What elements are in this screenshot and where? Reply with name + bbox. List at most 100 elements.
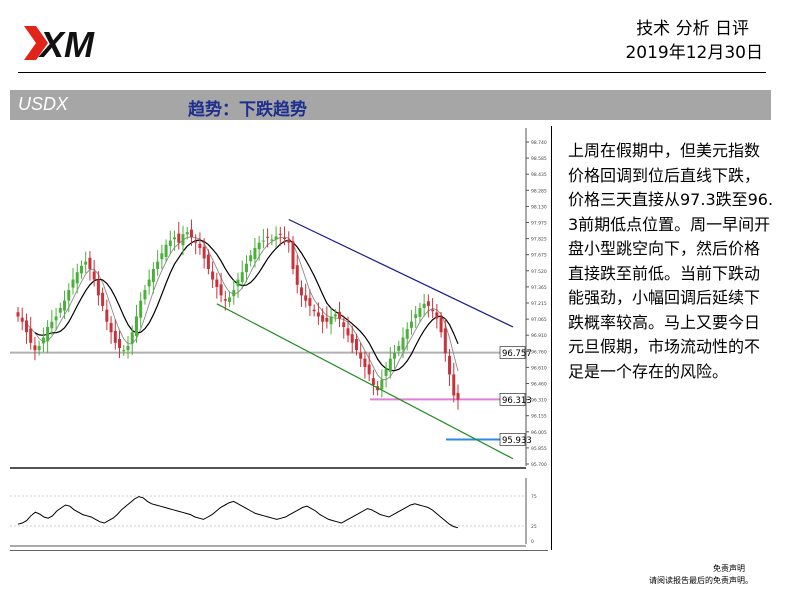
candle-body — [164, 244, 168, 258]
candle-body — [342, 322, 346, 327]
candle-body — [422, 303, 426, 309]
y-tick-label: 96.910 — [531, 333, 547, 339]
y-tick-label: 97.520 — [531, 269, 547, 275]
candle-body — [253, 247, 257, 260]
candle-body — [316, 312, 320, 317]
y-tick-label: 95.855 — [531, 446, 547, 452]
disclaimer-title: 免责声明 — [713, 564, 745, 573]
candle-body — [189, 229, 193, 238]
candle-body — [185, 232, 189, 235]
y-tick-label: 98.585 — [531, 156, 547, 162]
candle-body — [126, 345, 130, 351]
candle-body — [426, 301, 430, 306]
candle-body — [71, 279, 75, 288]
candle-body — [67, 290, 71, 301]
candle-body — [211, 271, 215, 280]
y-tick-label: 97.215 — [531, 301, 547, 307]
candle-body — [173, 237, 177, 240]
candle-body — [122, 350, 126, 352]
level-label-box — [499, 346, 526, 359]
candle-body — [113, 330, 117, 343]
disclaimer-text: 请阅读报告最后的免责声明。 — [649, 576, 753, 585]
candle-body — [118, 338, 122, 349]
symbol-banner: USDX 趋势：下跌趋势 — [10, 90, 771, 120]
candle-body — [325, 317, 329, 322]
rsi-tick-label: 0 — [531, 539, 534, 545]
candle-body — [312, 309, 316, 312]
candle-body — [84, 261, 88, 265]
candle-body — [181, 234, 185, 246]
candle-body — [274, 236, 278, 240]
candle-body — [363, 358, 367, 368]
y-tick-label: 98.130 — [531, 204, 547, 210]
trend-label: 趋势：下跌趋势 — [188, 100, 307, 120]
candle-body — [92, 271, 96, 280]
header-rule — [18, 72, 766, 73]
candle-body — [79, 265, 83, 274]
candle-body — [261, 240, 265, 242]
candle-body — [270, 239, 274, 241]
candle-body — [202, 246, 206, 259]
candle-body — [321, 315, 325, 322]
report-date: 2019年12月30日 — [625, 43, 763, 63]
candle-body — [206, 254, 210, 270]
candle-body — [147, 279, 151, 287]
y-tick-label: 98.285 — [531, 188, 547, 194]
candle-body — [418, 308, 422, 317]
candle-body — [435, 312, 439, 319]
candle-body — [101, 292, 105, 306]
candle-body — [168, 240, 172, 247]
candle-body — [283, 238, 287, 240]
candle-body — [388, 358, 392, 372]
candle-body — [105, 309, 109, 322]
rsi-line — [17, 496, 459, 529]
candle-body — [350, 334, 354, 343]
xm-logo: XM — [24, 24, 95, 65]
candle-body — [359, 352, 363, 359]
candle-body — [304, 295, 308, 301]
candle-body — [194, 241, 198, 243]
y-tick-label: 96.005 — [531, 430, 547, 436]
candle-body — [354, 338, 358, 351]
candle-body — [151, 269, 155, 283]
candle-body — [287, 239, 291, 243]
symbol-label: USDX — [18, 94, 69, 114]
candle-body — [219, 284, 223, 296]
level-label-box — [499, 393, 526, 406]
candle-body — [134, 316, 138, 337]
candle-body — [109, 322, 113, 333]
candle-body — [240, 272, 244, 283]
candle-body — [139, 300, 143, 318]
candle-body — [249, 255, 253, 262]
chart-canvas: 98.740 98.585 98.435 98.285 98.130 97.975 97.8… — [10, 126, 548, 550]
candle-body — [33, 345, 37, 351]
candle-body — [414, 314, 418, 318]
candle-body — [46, 326, 50, 342]
candle-body — [29, 328, 33, 343]
candle-body — [393, 353, 397, 359]
candle-body — [160, 253, 164, 260]
chart-bottom-rule — [10, 550, 548, 551]
candle-body — [367, 364, 371, 375]
candle-body — [20, 317, 24, 322]
candle-body — [299, 287, 303, 296]
y-tick-label: 96.760 — [531, 349, 547, 355]
candle-body — [75, 272, 79, 284]
candle-body — [50, 321, 54, 329]
candle-body — [329, 316, 333, 325]
candle-body — [431, 309, 435, 312]
candle-body — [456, 392, 460, 400]
candle-body — [405, 329, 409, 339]
candle-body — [228, 297, 232, 302]
candle-body — [16, 312, 20, 317]
candle-body — [257, 242, 261, 250]
candle-body — [232, 290, 236, 297]
level-label: 95.933 — [502, 436, 532, 446]
candle-body — [448, 355, 452, 375]
y-tick-label: 96.460 — [531, 382, 547, 388]
candle-body — [384, 369, 388, 376]
candle-body — [443, 328, 447, 354]
y-tick-label: 97.065 — [531, 317, 547, 323]
candle-body — [88, 257, 92, 270]
candle-body — [54, 316, 58, 321]
